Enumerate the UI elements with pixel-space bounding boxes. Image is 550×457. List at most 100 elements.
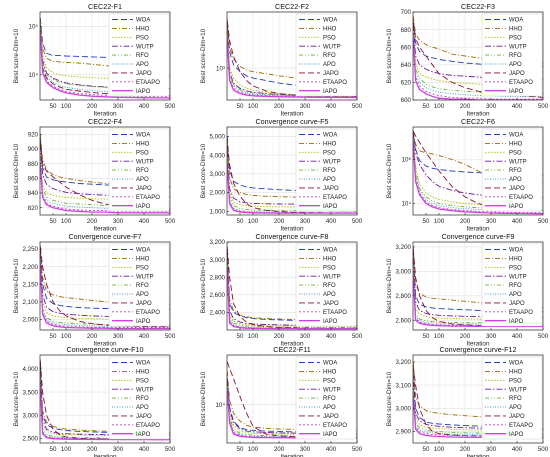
legend-label-etaapo: ETAAPO xyxy=(509,423,533,429)
legend-label-woa: WOA xyxy=(323,361,337,367)
legend-label-hho: HHO xyxy=(509,370,523,376)
legend: WOA HHO PSO WUTP RFO APO JAPO ETAAPO IAPO xyxy=(108,243,170,327)
y-tick-label: 600 xyxy=(401,97,412,104)
x-tick-label: 300 xyxy=(113,218,124,225)
legend: WOA HHO PSO WUTP RFO APO JAPO ETAAPO IAPO xyxy=(295,356,357,440)
legend-label-wutp: WUTP xyxy=(509,44,527,50)
series-line-rfo xyxy=(413,33,543,95)
x-axis-label: Iteration xyxy=(93,454,117,457)
legend-label-japo: JAPO xyxy=(323,71,339,77)
series-line-woa xyxy=(227,136,357,193)
x-tick-label: 300 xyxy=(300,218,311,225)
legend-label-etaapo: ETAAPO xyxy=(323,80,347,86)
y-tick-label: 1,000 xyxy=(210,208,226,215)
y-axis-ticks: 10⁴ xyxy=(215,402,229,409)
x-axis-ticks: 50 100 200 300 400 500 xyxy=(237,98,363,110)
legend-label-hho: HHO xyxy=(509,257,523,263)
y-axis-ticks: 10⁴ 10⁶ xyxy=(401,157,415,208)
series-line-japo xyxy=(40,247,170,328)
legend-label-rfo: RFO xyxy=(136,53,149,59)
x-axis-ticks: 50 100 200 300 400 500 xyxy=(237,213,363,225)
series-line-pso xyxy=(413,265,543,321)
legend-label-wutp: WUTP xyxy=(509,274,527,280)
series-line-apo xyxy=(227,162,357,214)
y-tick-label: 620 xyxy=(401,80,412,87)
y-tick-label: 2,400 xyxy=(210,310,226,317)
series-line-iapo xyxy=(40,165,170,214)
legend-label-apo: APO xyxy=(509,292,522,298)
series-line-apo xyxy=(413,140,543,212)
legend-label-apo: APO xyxy=(136,62,149,68)
legend-label-woa: WOA xyxy=(136,361,150,367)
axes-frame xyxy=(412,11,544,101)
x-tick-label: 100 xyxy=(61,446,72,453)
chart-panel-3: 50 100 200 300 400 500 600 620 640 660 680 700 CEC22… xyxy=(386,2,549,118)
y-axis-ticks: 2,900 3,000 3,100 3,200 xyxy=(396,359,415,436)
x-tick-label: 100 xyxy=(434,333,445,340)
series-line-pso xyxy=(413,137,543,207)
x-tick-label: 100 xyxy=(434,446,445,453)
legend-label-etaapo: ETAAPO xyxy=(136,195,160,201)
legend-label-apo: APO xyxy=(323,405,336,411)
legend-label-iapo: IAPO xyxy=(323,319,338,325)
y-axis-label: Best score-Dim=10 xyxy=(386,371,393,426)
y-tick-label: 3,200 xyxy=(396,244,412,251)
legend-label-rfo: RFO xyxy=(136,168,149,174)
x-tick-label: 300 xyxy=(300,446,311,453)
x-axis-ticks: 50 100 200 300 400 500 xyxy=(50,98,176,110)
chart-panel-5: 50 100 200 300 400 500 1,000 2,000 3,000 4,000 5,0… xyxy=(200,117,363,233)
x-tick-label: 300 xyxy=(486,333,497,340)
legend: WOA HHO PSO WUTP RFO APO JAPO ETAAPO IAPO xyxy=(108,128,170,212)
y-tick-label: 10³ xyxy=(216,65,225,72)
x-tick-label: 200 xyxy=(87,218,98,225)
legend-label-apo: APO xyxy=(136,177,149,183)
chart-title: Convergence curve-F9 xyxy=(441,232,514,241)
legend-label-iapo: IAPO xyxy=(136,89,151,95)
y-axis-label: Best score-Dim=10 xyxy=(200,371,207,426)
legend-label-japo: JAPO xyxy=(136,186,152,192)
x-tick-label: 400 xyxy=(139,218,150,225)
legend-label-apo: APO xyxy=(509,62,522,68)
x-tick-label: 100 xyxy=(61,103,72,110)
legend-label-pso: PSO xyxy=(509,265,522,271)
x-tick-label: 400 xyxy=(326,103,337,110)
y-tick-label: 5,000 xyxy=(210,134,226,141)
x-tick-label: 200 xyxy=(87,333,98,340)
y-tick-label: 900 xyxy=(28,146,39,153)
legend-label-apo: APO xyxy=(136,292,149,298)
y-tick-label: 860 xyxy=(28,176,39,183)
legend-label-apo: APO xyxy=(136,405,149,411)
y-axis-ticks: 600 620 640 660 680 700 xyxy=(401,9,415,104)
legend-label-woa: WOA xyxy=(136,248,150,254)
x-tick-label: 400 xyxy=(512,103,523,110)
chart-panel-6: 50 100 200 300 400 500 10⁴ 10⁶ CEC22-F6 Iteration… xyxy=(386,117,549,233)
legend-label-hho: HHO xyxy=(509,27,523,33)
y-axis-ticks: 2,500 3,000 3,500 4,000 xyxy=(23,366,42,443)
y-tick-label: 3,000 xyxy=(23,412,39,419)
x-tick-label: 100 xyxy=(61,218,72,225)
legend-label-etaapo: ETAAPO xyxy=(136,310,160,316)
axes-frame xyxy=(39,126,171,216)
y-tick-label: 4,000 xyxy=(210,152,226,159)
legend-label-iapo: IAPO xyxy=(323,204,338,210)
legend-label-japo: JAPO xyxy=(509,301,525,307)
x-tick-label: 500 xyxy=(538,103,549,110)
y-axis-label: Best score-Dim=10 xyxy=(13,258,20,313)
x-tick-label: 300 xyxy=(486,218,497,225)
legend-label-wutp: WUTP xyxy=(136,44,154,50)
legend: WOA HHO PSO WUTP RFO APO JAPO ETAAPO IAPO xyxy=(295,128,357,212)
legend: WOA HHO PSO WUTP RFO APO JAPO ETAAPO IAPO xyxy=(481,13,543,97)
x-tick-label: 300 xyxy=(300,333,311,340)
x-tick-label: 500 xyxy=(538,333,549,340)
series-line-wutp xyxy=(413,259,543,318)
x-axis-ticks: 50 100 200 300 400 500 xyxy=(423,328,549,340)
legend-label-japo: JAPO xyxy=(323,301,339,307)
legend-label-rfo: RFO xyxy=(509,396,522,402)
chart-title: CEC22-F6 xyxy=(461,117,495,126)
legend: WOA HHO PSO WUTP RFO APO JAPO ETAAPO IAPO xyxy=(295,13,357,97)
legend-label-japo: JAPO xyxy=(509,71,525,77)
y-tick-label: 3,200 xyxy=(396,359,412,366)
axes-frame xyxy=(226,126,358,216)
x-tick-label: 50 xyxy=(237,446,244,453)
